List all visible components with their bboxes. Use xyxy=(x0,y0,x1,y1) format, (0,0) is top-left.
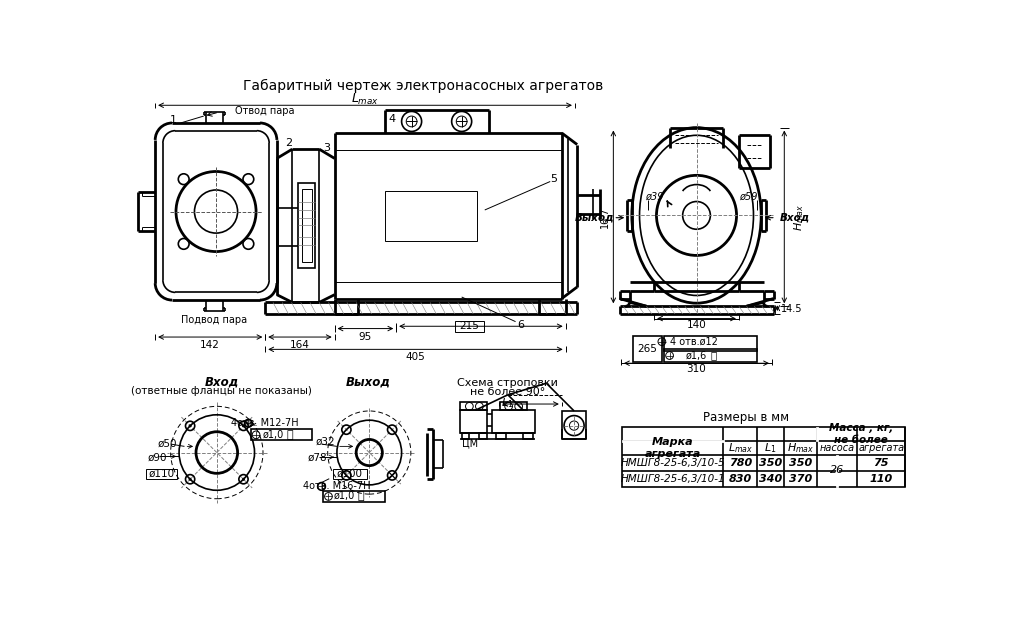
Text: Ⓜ: Ⓜ xyxy=(357,492,365,502)
Text: $H_{max}$: $H_{max}$ xyxy=(786,441,814,455)
Bar xyxy=(523,433,532,440)
Bar xyxy=(493,410,535,433)
Circle shape xyxy=(189,478,191,480)
Text: 350: 350 xyxy=(759,458,782,468)
Text: Вход: Вход xyxy=(779,213,810,223)
Text: 110: 110 xyxy=(869,474,893,483)
Bar xyxy=(497,433,506,440)
Text: 310: 310 xyxy=(687,364,707,374)
Bar xyxy=(460,410,487,433)
Text: 140: 140 xyxy=(687,320,707,330)
Text: Ⓜ: Ⓜ xyxy=(711,350,717,361)
Text: $L_{max}$: $L_{max}$ xyxy=(728,441,753,455)
Text: Схема строповки: Схема строповки xyxy=(458,378,558,388)
Bar xyxy=(622,427,905,487)
Bar xyxy=(500,403,527,410)
Text: $H_{max}$: $H_{max}$ xyxy=(792,203,806,231)
Text: 14.5: 14.5 xyxy=(780,303,802,314)
Text: 16.7: 16.7 xyxy=(600,206,610,228)
Text: 164: 164 xyxy=(290,340,310,350)
Text: ø50: ø50 xyxy=(158,438,177,448)
Bar xyxy=(460,403,487,410)
Bar xyxy=(665,349,757,362)
Text: Габаритный чертеж электронасосных агрегатов: Габаритный чертеж электронасосных агрега… xyxy=(243,79,603,93)
Text: Подвод пара: Подвод пара xyxy=(180,315,247,325)
Text: НМШГ8-25-6,3/10-5: НМШГ8-25-6,3/10-5 xyxy=(621,458,725,468)
Text: Марка
агрегата: Марка агрегата xyxy=(644,437,700,459)
Bar xyxy=(562,411,587,440)
Text: ø59: ø59 xyxy=(739,192,758,202)
Text: 215: 215 xyxy=(460,321,479,331)
Circle shape xyxy=(243,478,245,480)
Text: НМШГ8-25-6,3/10-1: НМШГ8-25-6,3/10-1 xyxy=(621,474,725,483)
Bar xyxy=(333,469,367,480)
Text: 2: 2 xyxy=(285,138,292,148)
Text: 4отв. М12-7Н: 4отв. М12-7Н xyxy=(231,418,299,428)
Circle shape xyxy=(189,424,191,427)
Text: 4 отв.ø12: 4 отв.ø12 xyxy=(670,337,718,347)
Text: 95: 95 xyxy=(358,332,372,342)
Bar xyxy=(301,189,312,262)
Bar xyxy=(455,321,484,332)
Text: агрегата: агрегата xyxy=(858,443,904,453)
Text: Вход: Вход xyxy=(205,375,239,388)
Text: 780: 780 xyxy=(729,458,752,468)
Bar xyxy=(665,335,757,351)
Text: 142: 142 xyxy=(200,340,220,350)
Text: 830: 830 xyxy=(729,474,752,483)
Text: насоса: насоса xyxy=(820,443,855,453)
Text: 350: 350 xyxy=(788,458,812,468)
Bar xyxy=(622,427,905,487)
Text: Выход: Выход xyxy=(574,213,614,223)
Text: ø90: ø90 xyxy=(147,452,167,462)
Text: ø1,0: ø1,0 xyxy=(334,492,355,502)
Text: ø110: ø110 xyxy=(148,469,174,479)
Text: ø1,6: ø1,6 xyxy=(686,350,708,361)
Text: 1: 1 xyxy=(169,115,176,125)
Bar xyxy=(479,433,487,440)
Text: ø32: ø32 xyxy=(315,437,335,447)
Text: ø78: ø78 xyxy=(307,453,328,463)
Text: 4: 4 xyxy=(389,114,396,124)
Bar xyxy=(323,491,385,502)
Circle shape xyxy=(243,424,245,427)
Text: ø39: ø39 xyxy=(645,192,664,202)
Text: $L_{max}$: $L_{max}$ xyxy=(351,92,380,107)
Bar xyxy=(633,335,662,362)
Text: 370: 370 xyxy=(788,474,812,483)
Text: ø100: ø100 xyxy=(337,469,364,479)
Text: 6: 6 xyxy=(517,320,524,330)
Text: 4отв. М16-7Н: 4отв. М16-7Н xyxy=(303,482,371,492)
Text: Выход: Выход xyxy=(345,375,390,388)
Text: 3: 3 xyxy=(324,144,331,154)
Text: не более 90°: не более 90° xyxy=(470,387,546,397)
Text: ø1,0: ø1,0 xyxy=(262,430,284,440)
Bar xyxy=(462,433,469,440)
Text: Масса , кг,
не более: Масса , кг, не более xyxy=(829,423,893,445)
Text: $L_1$: $L_1$ xyxy=(764,441,776,455)
Text: 405: 405 xyxy=(406,352,425,362)
Bar xyxy=(298,183,315,268)
Text: Размеры в мм: Размеры в мм xyxy=(703,411,790,424)
Text: 75: 75 xyxy=(873,458,889,468)
Bar xyxy=(385,191,477,241)
Text: 5: 5 xyxy=(551,174,557,184)
Text: 265: 265 xyxy=(637,344,657,354)
Text: 26: 26 xyxy=(830,465,845,475)
Text: Ⓜ: Ⓜ xyxy=(287,430,293,440)
Text: $L_1$: $L_1$ xyxy=(501,396,513,410)
Text: (ответные фланцы не показаны): (ответные фланцы не показаны) xyxy=(131,386,312,396)
Bar xyxy=(251,429,312,440)
Text: ЦМ: ЦМ xyxy=(462,438,478,448)
Bar xyxy=(146,469,177,480)
Text: 340: 340 xyxy=(759,474,782,483)
Text: Отвод пара: Отвод пара xyxy=(234,106,294,115)
